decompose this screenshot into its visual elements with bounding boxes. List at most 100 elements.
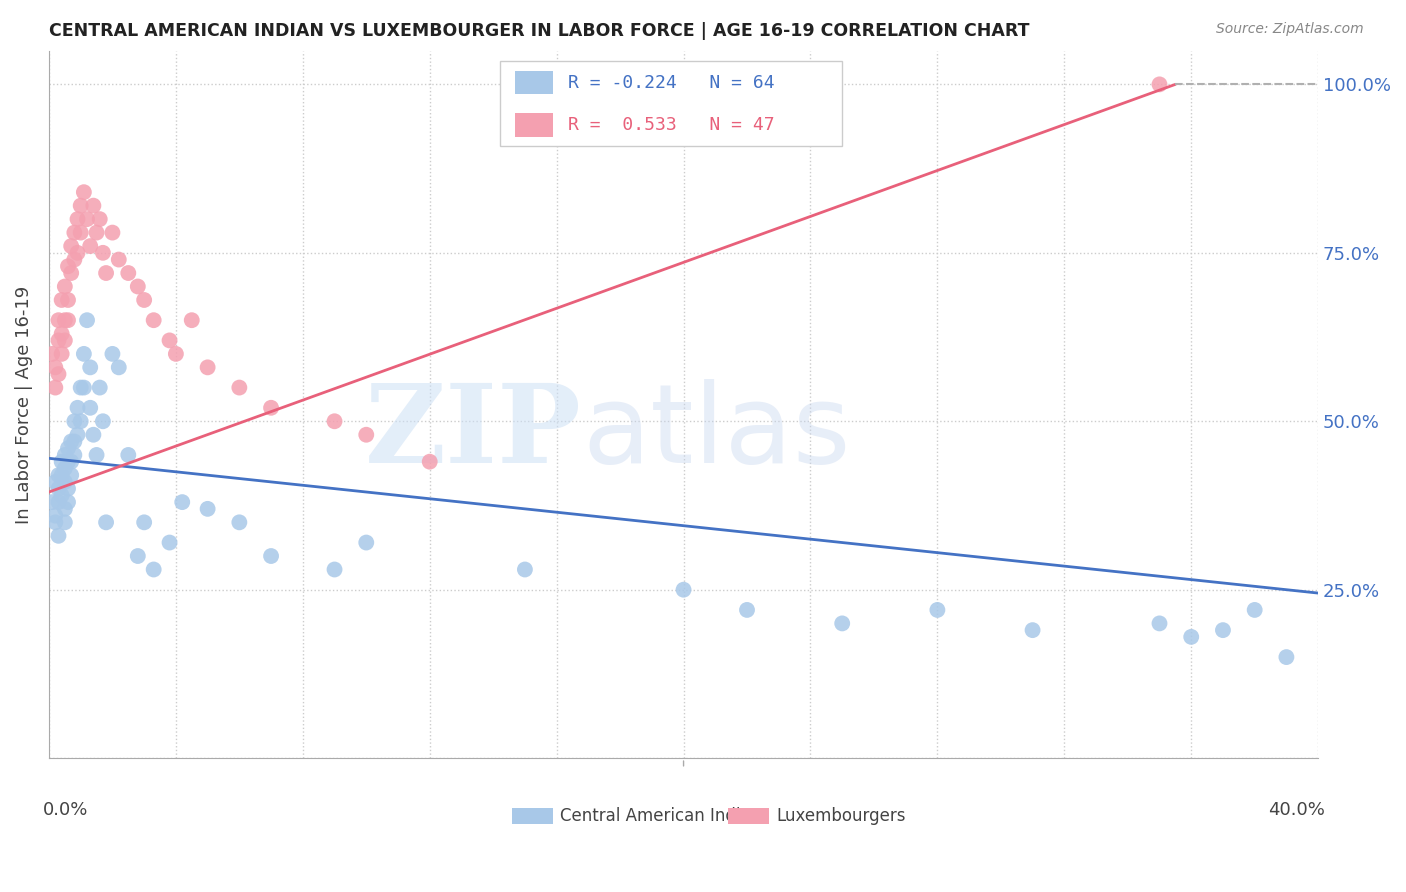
Point [197,360,219,375]
Point [60,468,83,483]
Point [41,495,63,509]
Point [159,535,181,549]
Point [831,616,853,631]
Point [63,414,86,428]
Point [66,245,89,260]
Point [48,495,70,509]
Point [672,582,695,597]
Point [159,334,181,348]
Point [86,226,108,240]
Point [323,414,346,428]
Point [79,401,101,415]
Point [53,448,76,462]
Point [260,549,283,563]
Point [94,516,117,530]
Point [51,488,73,502]
Bar [499,62,842,146]
Point [323,562,346,576]
Point [82,427,104,442]
Point [101,226,124,240]
Point [53,475,76,489]
Point [63,448,86,462]
Point [51,455,73,469]
Point [94,266,117,280]
Bar [515,70,553,95]
Point [53,516,76,530]
Point [56,313,79,327]
Text: Central American Indians: Central American Indians [561,807,770,825]
Point [180,313,202,327]
Point [44,360,66,375]
Point [48,313,70,327]
Point [91,245,114,260]
Point [197,501,219,516]
Point [107,360,129,375]
Text: ZIP: ZIP [366,379,582,486]
Point [48,334,70,348]
Point [69,414,91,428]
Bar [515,113,553,136]
Point [1180,630,1202,644]
Point [356,427,378,442]
Point [127,549,149,563]
Point [134,516,156,530]
Point [48,468,70,483]
Text: R =  0.533   N = 47: R = 0.533 N = 47 [568,116,775,134]
Point [165,347,187,361]
Y-axis label: In Labor Force | Age 16-19: In Labor Force | Age 16-19 [15,285,32,524]
Point [56,260,79,274]
Point [228,516,250,530]
Point [73,381,96,395]
Point [91,414,114,428]
Point [51,468,73,483]
Point [53,313,76,327]
Point [1212,623,1234,637]
Text: Source: ZipAtlas.com: Source: ZipAtlas.com [1216,22,1364,37]
Text: 0.0%: 0.0% [42,801,89,819]
Point [63,252,86,267]
Point [79,360,101,375]
Point [142,313,165,327]
Point [63,434,86,449]
Point [1275,650,1298,665]
Point [107,252,129,267]
Point [53,501,76,516]
Point [53,461,76,475]
Point [127,279,149,293]
Point [89,381,111,395]
Point [76,313,98,327]
Point [82,199,104,213]
Point [60,239,83,253]
Point [66,401,89,415]
Point [1021,623,1043,637]
Point [419,455,441,469]
Point [1149,78,1171,92]
Point [260,401,283,415]
Point [51,293,73,307]
Point [48,482,70,496]
Point [44,508,66,523]
Point [60,266,83,280]
Bar [512,808,553,824]
Text: CENTRAL AMERICAN INDIAN VS LUXEMBOURGER IN LABOR FORCE | AGE 16-19 CORRELATION C: CENTRAL AMERICAN INDIAN VS LUXEMBOURGER … [49,22,1029,40]
Text: Luxembourgers: Luxembourgers [776,807,905,825]
Point [51,326,73,341]
Point [69,199,91,213]
Point [117,266,139,280]
Point [56,441,79,455]
Point [44,475,66,489]
Point [56,482,79,496]
Point [44,516,66,530]
Point [89,212,111,227]
Point [142,562,165,576]
Point [79,239,101,253]
Point [69,381,91,395]
Point [60,455,83,469]
Point [41,347,63,361]
Point [66,212,89,227]
Point [73,347,96,361]
Point [117,448,139,462]
Point [101,347,124,361]
Point [53,334,76,348]
Point [1149,616,1171,631]
